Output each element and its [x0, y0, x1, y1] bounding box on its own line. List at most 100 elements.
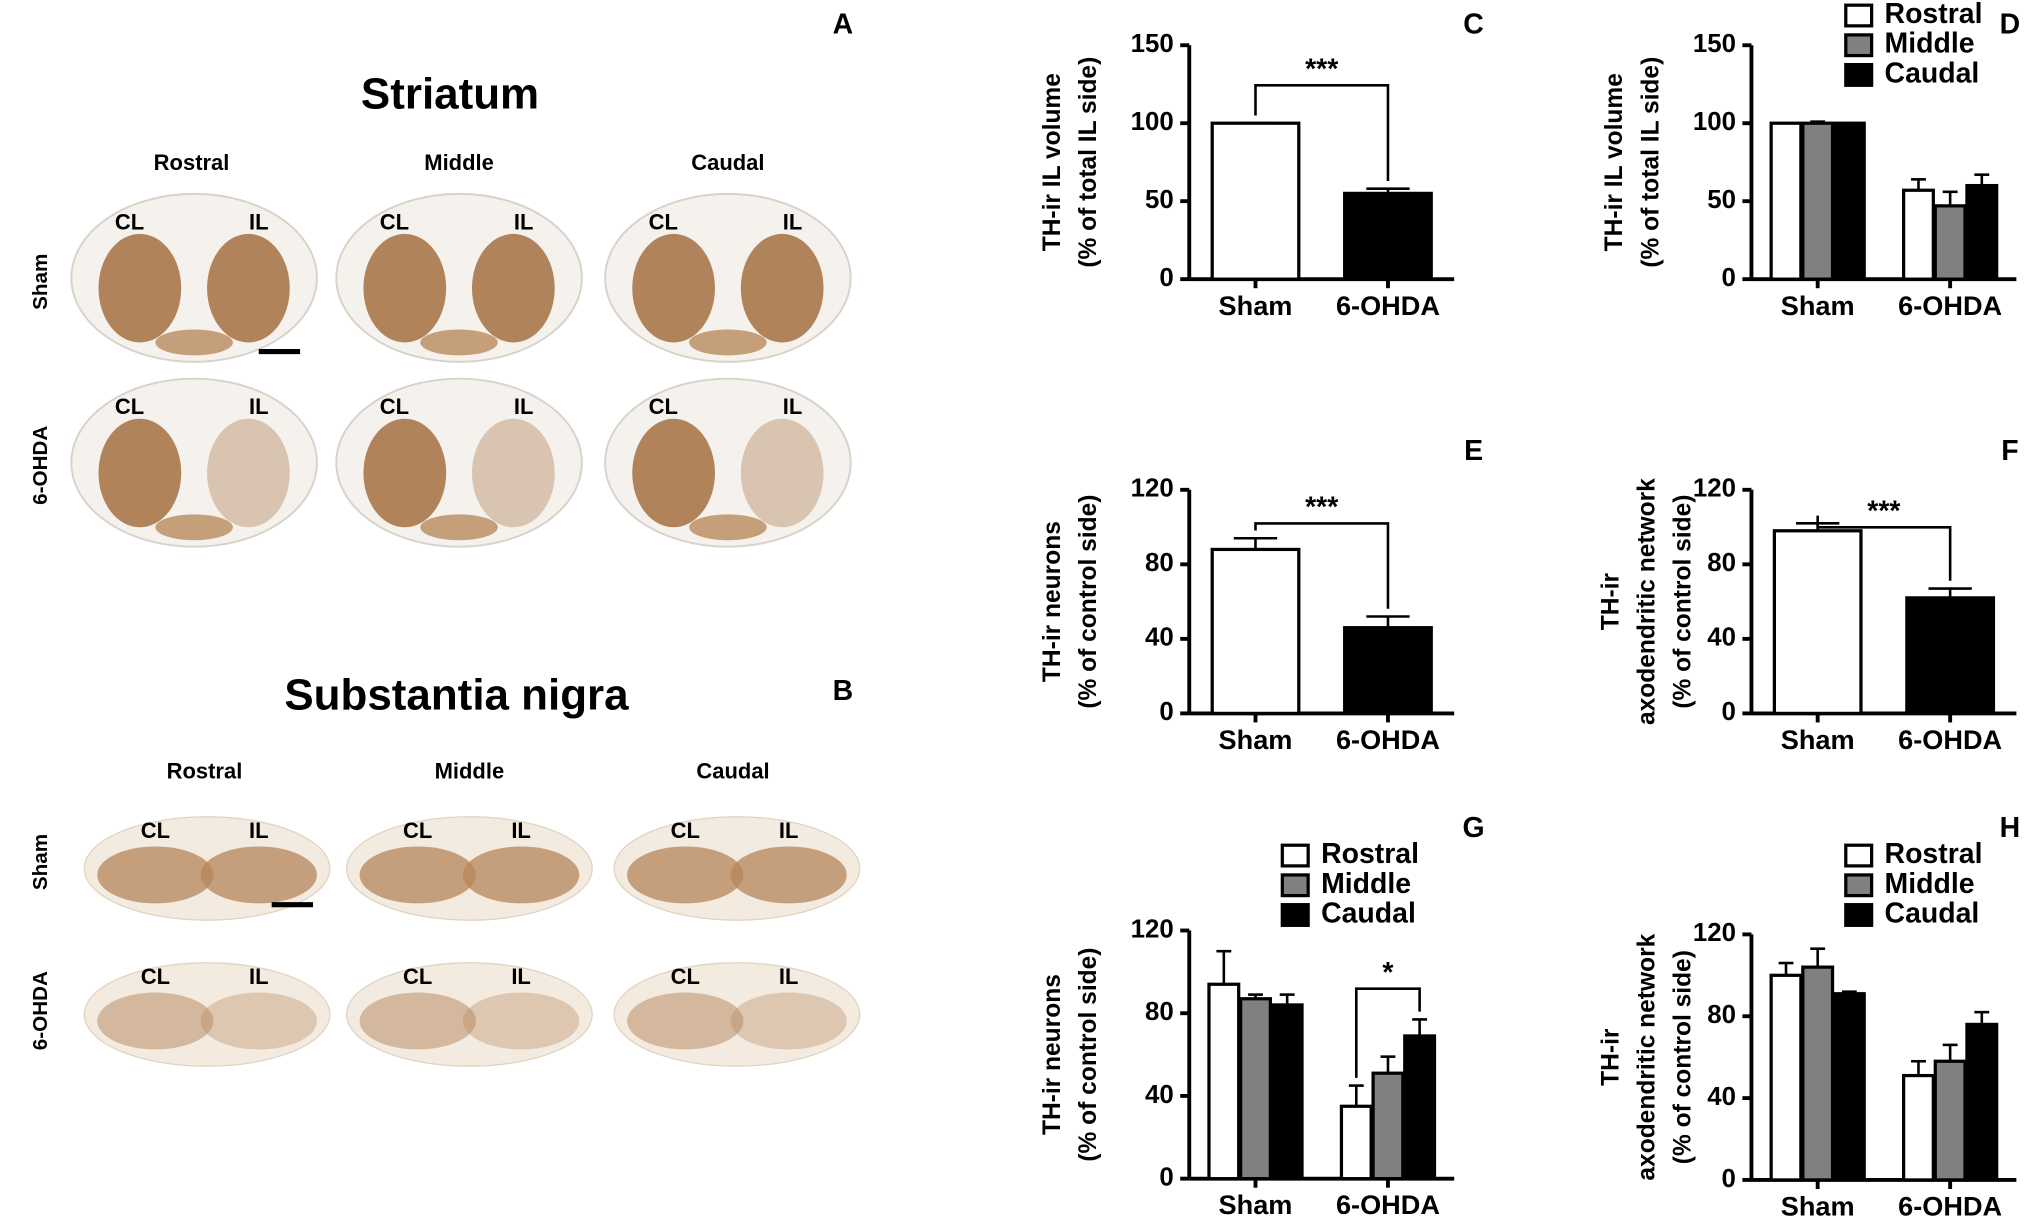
stain: [740, 418, 824, 528]
legend-label: Caudal: [1885, 57, 1980, 89]
y-tick-label: 150: [1693, 30, 1736, 58]
significance-label: ***: [1305, 492, 1339, 524]
side-label: IL: [514, 394, 534, 419]
brain-section: [604, 192, 852, 363]
stain: [627, 992, 744, 1050]
panel-letter: B: [833, 675, 854, 707]
legend-label: Rostral: [1885, 0, 1983, 30]
stain: [462, 846, 580, 904]
x-tick-label: 6-OHDA: [1336, 724, 1440, 755]
stain: [97, 846, 214, 904]
y-tick-label: 120: [1131, 475, 1174, 503]
legend-label: Middle: [1885, 868, 1975, 900]
stain: [689, 514, 767, 541]
side-label: CL: [380, 394, 409, 419]
side-label: CL: [141, 964, 170, 989]
panel-title: Striatum: [361, 70, 539, 119]
side-label: CL: [115, 394, 144, 419]
brain-section: [83, 962, 331, 1067]
legend-swatch: [1844, 33, 1874, 58]
column-label: Caudal: [696, 759, 769, 784]
stain: [420, 514, 498, 541]
y-axis-label: TH-ir neurons: [1039, 521, 1066, 682]
bar: [1933, 1059, 1967, 1182]
side-label: CL: [115, 209, 144, 234]
stain: [200, 992, 317, 1050]
brain-section: [335, 377, 583, 548]
side-label: CL: [671, 964, 700, 989]
side-label: CL: [649, 209, 678, 234]
x-tick-label: Sham: [1781, 724, 1855, 755]
brain-section: [335, 192, 583, 363]
side-label: CL: [671, 818, 700, 843]
y-axis-label: (% of total IL side): [1075, 57, 1102, 268]
bar: [1965, 1022, 1999, 1182]
stain: [730, 992, 847, 1050]
y-axis-label: TH-ir neurons: [1039, 974, 1066, 1135]
side-label: IL: [249, 209, 269, 234]
bar: [1210, 547, 1301, 716]
brain-section: [345, 962, 593, 1067]
panel-letter: H: [2000, 812, 2021, 844]
y-axis-label: TH-ir IL volume: [1039, 73, 1066, 251]
brain-section: [604, 377, 852, 548]
brain-section: [345, 816, 593, 921]
bar: [1239, 997, 1272, 1181]
panel-letter: G: [1463, 812, 1485, 844]
panel-letter: C: [1463, 8, 1484, 40]
panel-letter: D: [2000, 8, 2021, 40]
significance-label: *: [1382, 957, 1394, 989]
y-axis-label: (% of control side): [1670, 495, 1697, 709]
y-tick-label: 120: [1693, 919, 1736, 947]
legend-swatch: [1844, 3, 1874, 28]
y-tick-label: 80: [1145, 998, 1174, 1026]
y-tick-label: 100: [1693, 108, 1736, 136]
x-tick-label: Sham: [1219, 290, 1293, 321]
stain: [98, 418, 182, 528]
panel-title: Substantia nigra: [284, 670, 629, 719]
stain: [730, 846, 847, 904]
x-tick-label: 6-OHDA: [1898, 724, 2002, 755]
legend-label: Caudal: [1885, 898, 1980, 930]
y-tick-label: 80: [1145, 549, 1174, 577]
side-label: IL: [779, 964, 799, 989]
legend-swatch: [1280, 873, 1310, 898]
panel-letter: E: [1464, 435, 1483, 467]
stain: [627, 846, 744, 904]
bar: [1905, 596, 1996, 716]
column-label: Rostral: [154, 150, 230, 175]
stain: [420, 329, 498, 356]
y-tick-label: 80: [1707, 549, 1736, 577]
y-tick-label: 0: [1722, 1165, 1736, 1193]
row-label: Sham: [29, 834, 52, 890]
x-tick-label: Sham: [1781, 290, 1855, 321]
stain: [363, 418, 447, 528]
legend-swatch: [1844, 873, 1874, 898]
y-tick-label: 50: [1707, 186, 1736, 214]
bar: [1343, 626, 1433, 716]
side-label: CL: [141, 818, 170, 843]
side-label: CL: [403, 964, 432, 989]
y-tick-label: 120: [1693, 475, 1736, 503]
bar: [1403, 1034, 1437, 1181]
stain: [740, 233, 824, 343]
bar: [1832, 992, 1866, 1182]
column-label: Caudal: [691, 150, 764, 175]
side-label: IL: [511, 964, 531, 989]
bar: [1769, 973, 1803, 1182]
stain: [155, 514, 233, 541]
panel-letter: F: [2001, 435, 2018, 467]
bar: [1801, 965, 1835, 1182]
bar: [1343, 191, 1433, 281]
brain-section: [613, 816, 861, 921]
bar: [1965, 183, 1999, 281]
stain: [97, 992, 214, 1050]
y-tick-label: 100: [1131, 108, 1174, 136]
stain: [200, 846, 317, 904]
y-axis-label: TH-ir: [1597, 1028, 1624, 1086]
y-tick-label: 0: [1159, 264, 1173, 292]
legend-label: Middle: [1885, 28, 1975, 60]
y-axis-label: (% of control side): [1075, 495, 1102, 709]
column-label: Middle: [424, 150, 494, 175]
